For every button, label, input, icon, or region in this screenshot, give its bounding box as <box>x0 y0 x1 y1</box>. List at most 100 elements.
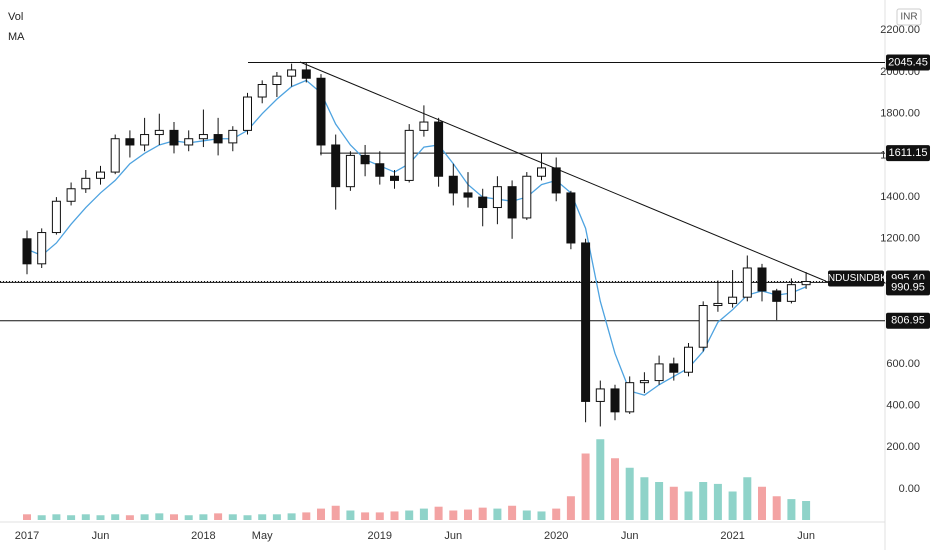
x-tick-label: Jun <box>444 530 462 542</box>
level-label-box <box>886 54 930 71</box>
volume-bar <box>493 508 502 520</box>
y-tick-label: 200.00 <box>886 441 920 453</box>
candle-body <box>81 177 91 190</box>
volume-bar <box>640 477 649 520</box>
symbol-label: INDUSINDBK <box>825 273 887 284</box>
volume-bar <box>140 514 149 520</box>
volume-bar <box>361 512 370 520</box>
volume-bar <box>596 439 605 520</box>
candle-body <box>184 138 194 146</box>
candle-body <box>669 363 679 373</box>
volume-bar <box>464 509 472 520</box>
volume-bar <box>419 508 428 520</box>
volume-bar <box>317 508 325 520</box>
volume-bar <box>170 514 178 520</box>
volume-bar <box>155 513 164 520</box>
candle-body <box>419 121 429 131</box>
volume-bar <box>537 511 546 520</box>
y-tick-label: 400.00 <box>886 400 920 412</box>
volume-bar <box>125 515 134 520</box>
y-tick-label: 1800.00 <box>880 108 920 120</box>
y-tick-label: 600.00 <box>886 358 920 370</box>
level-label-box <box>886 312 930 329</box>
candle-body <box>625 382 635 413</box>
indicator-label: Vol <box>8 11 23 23</box>
candle-body <box>154 129 164 136</box>
volume-bar <box>743 477 752 520</box>
candle-body <box>66 188 76 202</box>
y-tick-label: 2200.00 <box>880 24 920 36</box>
volume-bar <box>258 514 267 520</box>
candle-body <box>243 96 252 131</box>
volume-bar <box>23 514 31 520</box>
volume-bar <box>52 514 61 520</box>
volume-bar <box>390 511 399 520</box>
x-tick-label: Jun <box>797 530 815 542</box>
candle-body <box>551 167 561 194</box>
volume-bar <box>434 506 443 520</box>
volume-bar <box>772 496 781 520</box>
volume-bar <box>199 514 208 520</box>
candle-body <box>507 186 517 219</box>
candle-body <box>140 134 150 146</box>
x-tick-label: Jun <box>92 530 110 542</box>
level-label: 990.95 <box>891 281 925 293</box>
volume-bar <box>346 510 355 520</box>
candle-body <box>51 200 61 234</box>
plot <box>0 62 885 520</box>
volume-bar <box>669 486 678 520</box>
level-label: 806.95 <box>891 315 925 327</box>
candle-body <box>125 138 135 146</box>
y-tick-label: 1200.00 <box>880 233 920 245</box>
ma-line <box>26 79 807 396</box>
volume-bar <box>111 514 120 520</box>
volume-bar <box>655 482 664 520</box>
level-label: 2045.45 <box>888 56 928 68</box>
indicator-label: MA <box>8 31 25 43</box>
volume-bar <box>375 512 384 520</box>
candle-body <box>772 290 782 302</box>
volume-bar <box>713 483 722 520</box>
x-tick-label: 2021 <box>720 530 744 542</box>
level-label: 1611.15 <box>889 147 928 159</box>
x-tick-label: May <box>252 530 273 542</box>
volume-bar <box>405 510 414 520</box>
candle-body <box>492 186 502 209</box>
y-tick-label: 1400.00 <box>880 191 920 203</box>
candle-body <box>331 144 341 188</box>
candle-body <box>610 388 620 413</box>
volume-bar <box>581 453 590 520</box>
volume-bar <box>184 515 193 520</box>
candle-body <box>110 138 120 173</box>
volume-bar <box>787 499 796 520</box>
candle-body <box>345 154 355 188</box>
candle-body <box>22 238 32 265</box>
candle-body <box>478 196 488 209</box>
candle-body <box>463 192 473 198</box>
level-label-box <box>886 279 930 296</box>
volume-bar <box>522 510 531 520</box>
y-tick-label: 0.00 <box>899 483 920 495</box>
volume-bar <box>67 515 76 520</box>
currency: INR <box>900 12 917 23</box>
symbol-box <box>828 270 884 287</box>
candle-body <box>287 69 297 77</box>
candle-body <box>257 84 267 98</box>
candle-body <box>595 388 605 402</box>
volume-bar <box>566 496 575 520</box>
candle-body <box>198 134 208 140</box>
x-tick-label: Jun <box>621 530 639 542</box>
candle-body <box>360 154 370 165</box>
volume-bar <box>449 510 458 520</box>
volume-bar <box>478 507 487 520</box>
candle-body <box>434 121 444 177</box>
candle-body <box>37 232 47 265</box>
candle-body <box>566 192 576 244</box>
volume-bar <box>331 505 340 520</box>
currency-box[interactable] <box>896 8 922 26</box>
candle-body <box>654 363 664 382</box>
candle-body <box>448 175 458 194</box>
volume-bar <box>272 514 281 520</box>
